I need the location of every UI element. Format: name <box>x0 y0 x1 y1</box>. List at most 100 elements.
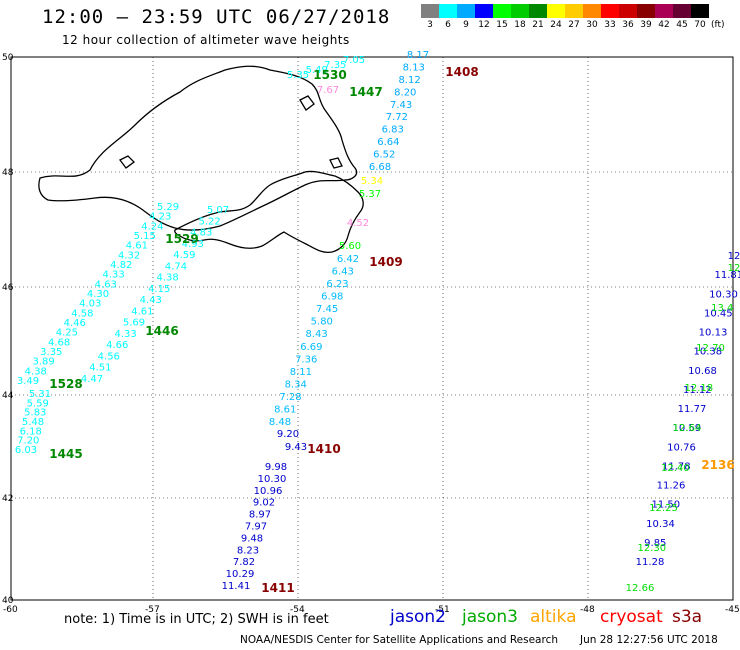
wave-height-label: 12.40 <box>661 463 690 474</box>
wave-height-label: 5.07 <box>207 205 229 216</box>
wave-height-label: 6.43 <box>332 267 354 278</box>
wave-height-label: 9.48 <box>241 533 263 544</box>
legend-label: 33 <box>604 20 616 30</box>
color-legend: (ft) 3 6 9 12 15 18 21 24 27 30 33 36 39 42 45 70 <box>421 4 725 32</box>
legend-unit: (ft) <box>711 20 725 30</box>
track-id-label: 2136 <box>701 458 734 472</box>
satellite-jason3: jason3 <box>462 607 518 627</box>
wave-height-label: 11.26 <box>657 481 686 492</box>
track-id-label: 1528 <box>49 377 82 391</box>
island-outline-1 <box>299 95 315 111</box>
page-title: 12:00 – 23:59 UTC 06/27/2018 <box>42 6 391 28</box>
legend-label: 6 <box>445 20 451 30</box>
wave-height-label: 4.47 <box>81 374 103 385</box>
wave-height-label: 7.97 <box>245 522 267 533</box>
legend-label: 21 <box>532 20 544 30</box>
legend-label: 27 <box>568 20 580 30</box>
legend-swatches <box>421 4 709 18</box>
wave-height-label: 8.13 <box>403 62 425 73</box>
lon-tick-label: -45 <box>725 605 740 615</box>
legend-label: 15 <box>496 20 508 30</box>
legend-swatch <box>475 4 493 18</box>
wave-height-label: 4.58 <box>71 308 93 319</box>
wave-height-label: 4.51 <box>89 363 111 374</box>
wave-height-label: 10.96 <box>254 486 283 497</box>
wave-height-label: 12 <box>728 263 740 274</box>
wave-height-label: 5.15 <box>134 231 156 242</box>
wave-height-label: 12.25 <box>649 503 678 514</box>
credit-text: NOAA/NESDIS Center for Satellite Applica… <box>240 634 558 646</box>
legend-label: 45 <box>676 20 688 30</box>
wave-height-label: 7.45 <box>316 304 338 315</box>
wave-height-label: 5.35 <box>287 70 309 81</box>
legend-labels: (ft) 3 6 9 12 15 18 21 24 27 30 33 36 39 42 45 70 <box>421 18 724 32</box>
legend-label: 12 <box>478 20 490 30</box>
wave-height-label: 7.72 <box>386 112 408 123</box>
legend-swatch <box>493 4 511 18</box>
wave-height-label: 6.83 <box>382 125 404 136</box>
wave-height-label: 6.69 <box>300 342 322 353</box>
wave-height-label: 8.43 <box>305 329 327 340</box>
wave-height-label: 10.13 <box>699 328 728 339</box>
wave-height-label: 10.29 <box>226 569 255 580</box>
legend-label: 42 <box>658 20 670 30</box>
wave-height-label: 6.18 <box>20 426 42 437</box>
wave-height-label: 6.03 <box>15 445 37 456</box>
wave-height-label: 11.78 <box>662 461 691 472</box>
wave-height-label: 8.97 <box>249 510 271 521</box>
wave-height-label: 10.68 <box>688 366 717 377</box>
wave-height-label: 9.20 <box>277 429 299 440</box>
wave-height-label: 5.60 <box>339 241 361 252</box>
wave-height-label: 11.28 <box>636 557 665 568</box>
wave-height-label: 4.43 <box>140 295 162 306</box>
coastline <box>38 65 364 254</box>
wave-height-label: 8.17 <box>407 50 429 61</box>
wave-height-label: 4.66 <box>106 340 128 351</box>
legend-swatch <box>439 4 457 18</box>
wave-height-label: 10.34 <box>646 519 675 530</box>
legend-label: 36 <box>622 20 634 30</box>
lon-tick-label: -60 <box>3 605 18 615</box>
wave-height-label: 5.69 <box>123 318 145 329</box>
wave-height-label: 8.20 <box>394 87 416 98</box>
wave-height-label: 7.36 <box>295 354 317 365</box>
wave-height-label: 4.23 <box>149 212 171 223</box>
lon-tick-label: -51 <box>435 605 450 615</box>
wave-height-labels: 8.178.13 8.128.20 7.437.72 6.836.64 6.526.68… <box>15 50 740 595</box>
wave-height-label: 10.76 <box>667 442 696 453</box>
track-id-label: 1445 <box>49 447 82 461</box>
island-outline-3 <box>119 155 135 169</box>
wave-height-label: 5.49 <box>306 65 328 76</box>
wave-height-label: 4.32 <box>118 250 140 261</box>
wave-height-label: 9.98 <box>265 462 287 473</box>
wave-height-label: 7.20 <box>17 436 39 447</box>
satellite-jason2: jason2 <box>390 607 446 627</box>
wave-height-label: 11.41 <box>222 581 251 592</box>
wave-height-label: 4.38 <box>25 366 47 377</box>
wave-height-label: 9.02 <box>253 498 275 509</box>
wave-height-label: 5.34 <box>361 176 383 187</box>
wave-height-label: 7.82 <box>233 557 255 568</box>
wave-height-label: 5.80 <box>311 317 333 328</box>
wave-height-label: 9.43 <box>285 442 307 453</box>
legend-swatch <box>565 4 583 18</box>
labrador-coast <box>38 65 358 231</box>
satellite-altika: altika <box>530 607 577 627</box>
wave-height-label: 12.18 <box>684 383 713 394</box>
wave-height-label: 5.22 <box>198 216 220 227</box>
wave-height-label: 5.48 <box>22 417 44 428</box>
wave-height-label: 5.59 <box>27 398 49 409</box>
wave-height-label: 12.66 <box>626 583 655 594</box>
satellite-s3a: s3a <box>672 607 703 627</box>
wave-height-label: 4.74 <box>165 261 187 272</box>
lat-lon-grid: 50 48 46 44 42 40-60 -57 -54 -51 -48 -45 <box>2 53 740 615</box>
wave-height-label: 6.42 <box>337 254 359 265</box>
wave-height-label: 4.82 <box>110 260 132 271</box>
wave-height-label: 4.30 <box>87 289 109 300</box>
wave-height-label: 4.93 <box>182 239 204 250</box>
legend-swatch <box>601 4 619 18</box>
track-id-label: 1529 <box>165 232 198 246</box>
legend-swatch <box>457 4 475 18</box>
wave-height-label: 4.24 <box>141 221 163 232</box>
